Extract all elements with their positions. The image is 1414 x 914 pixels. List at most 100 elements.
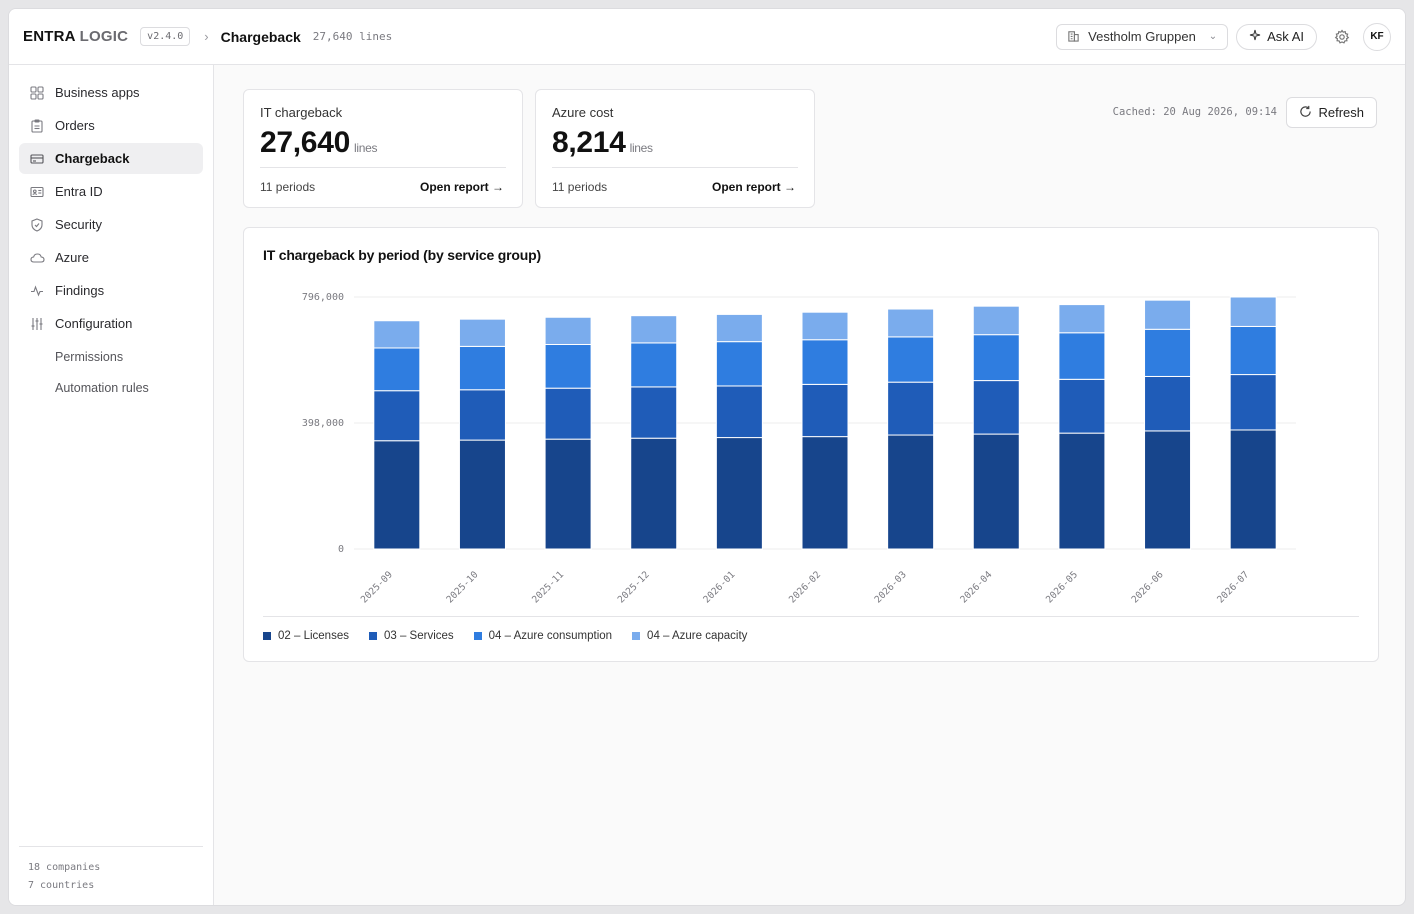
- bar-segment: [458, 318, 506, 347]
- bar-segment: [972, 305, 1020, 336]
- app-window: ENTRA LOGIC v2.4.0 › Chargeback 27,640 li…: [8, 8, 1406, 906]
- x-tick-label: 2026-02: [787, 569, 823, 605]
- x-tick-label: 2025-12: [616, 569, 652, 605]
- bar-segment: [801, 436, 849, 550]
- sidebar-footer: 18 companies 7 countries: [19, 846, 203, 895]
- stat-label: IT chargeback: [260, 105, 343, 120]
- sidebar-item-label: Orders: [55, 118, 95, 133]
- legend-label: 02 – Licenses: [278, 630, 349, 642]
- bar-segment: [1058, 378, 1106, 434]
- version-badge: v2.4.0: [140, 27, 191, 46]
- sidebar-item-azure[interactable]: Azure: [19, 242, 203, 273]
- sidebar-item-orders[interactable]: Orders: [19, 110, 203, 141]
- y-tick-label: 0: [338, 544, 344, 555]
- bar-segment: [544, 316, 592, 345]
- legend-swatch: [632, 632, 641, 640]
- brand-logo[interactable]: ENTRA LOGIC: [23, 28, 128, 45]
- sidebar-item-label: Security: [55, 217, 102, 232]
- stat-card-it-chargeback: IT chargeback 27,640 lines 11 periods Ope…: [243, 89, 523, 208]
- stat-periods: 11 periods: [260, 180, 316, 194]
- refresh-button[interactable]: Refresh: [1286, 97, 1377, 128]
- sidebar-item-label: Azure: [55, 250, 89, 265]
- stat-label: Azure cost: [552, 105, 614, 120]
- ask-ai-button[interactable]: Ask AI: [1236, 23, 1317, 50]
- bar-segment: [715, 313, 763, 343]
- sidebar-item-label: Chargeback: [55, 151, 130, 166]
- bar-segment: [801, 311, 849, 341]
- bar-segment: [630, 386, 678, 439]
- tenant-selector[interactable]: Vestholm Gruppen ⌄: [1056, 23, 1229, 50]
- stat-unit: lines: [629, 141, 653, 155]
- stat-number: 8,214: [552, 126, 626, 159]
- bar-segment: [972, 380, 1020, 435]
- chevron-down-icon: ⌄: [1208, 31, 1218, 42]
- bar-segment: [972, 334, 1020, 382]
- bar-segment: [1144, 375, 1192, 432]
- stacked-bar-chart: 0 398,000 796,000 2025-09 2025-10 2025-11 2025…: [302, 292, 1296, 605]
- card-icon: [29, 151, 45, 167]
- brand-secondary: LOGIC: [79, 28, 129, 45]
- legend-swatch: [263, 632, 271, 640]
- legend-label: 03 – Services: [383, 630, 454, 642]
- grid-icon: [29, 85, 45, 101]
- bar-segment: [715, 385, 763, 439]
- sidebar-item-chargeback[interactable]: Chargeback: [19, 143, 203, 174]
- sidebar-subitem-automation-rules[interactable]: Automation rules: [55, 380, 149, 395]
- x-tick-label: 2026-01: [701, 569, 737, 605]
- legend-item[interactable]: 02 – Licenses: [263, 630, 349, 642]
- bar-segment: [544, 387, 592, 440]
- shield-icon: [29, 217, 45, 233]
- sidebar-item-findings[interactable]: Findings: [19, 275, 203, 306]
- bar-segment: [972, 433, 1020, 550]
- x-tick-label: 2026-03: [873, 569, 909, 605]
- sparkle-icon: [1249, 29, 1261, 44]
- open-report-link[interactable]: Open report →: [711, 180, 796, 194]
- bar-segment: [458, 345, 506, 391]
- cloud-icon: [29, 250, 45, 266]
- chart-legend: 02 – Licenses 03 – Services 04 – Azure con…: [263, 616, 1359, 642]
- x-tick-label: 2026-05: [1044, 569, 1080, 605]
- bar-segment: [1058, 332, 1106, 380]
- sidebar-item-configuration[interactable]: Configuration: [19, 308, 203, 339]
- legend-item[interactable]: 03 – Services: [368, 630, 454, 642]
- id-card-icon: [29, 184, 45, 200]
- legend-item[interactable]: 04 – Azure capacity: [632, 630, 747, 642]
- activity-icon: [29, 283, 45, 299]
- sidebar-item-label: Findings: [55, 283, 105, 298]
- chart-title: IT chargeback by period (by service grou…: [263, 247, 541, 263]
- gear-icon[interactable]: [1329, 24, 1355, 50]
- bar-segment: [458, 439, 506, 550]
- bar-segment: [1144, 299, 1192, 330]
- x-tick-label: 2025-09: [359, 569, 395, 605]
- sidebar-item-entra-id[interactable]: Entra ID: [19, 176, 203, 207]
- bar-segment: [373, 320, 421, 349]
- bar-segment: [887, 434, 935, 550]
- cached-timestamp: Cached: 20 Aug 2026, 09:14: [1112, 106, 1277, 118]
- refresh-label: Refresh: [1318, 105, 1364, 120]
- stat-value: 27,640 lines: [260, 126, 377, 160]
- sidebar-subitem-permissions[interactable]: Permissions: [55, 349, 124, 364]
- sidebar-item-label: Entra ID: [55, 184, 103, 199]
- legend-swatch: [473, 632, 482, 640]
- legend-item[interactable]: 04 – Azure consumption: [473, 630, 612, 642]
- building-icon: [1067, 29, 1080, 45]
- open-report-link[interactable]: Open report →: [419, 180, 504, 194]
- bar-segment: [887, 336, 935, 383]
- sidebar: Business apps Orders Chargeback Entra ID…: [9, 65, 214, 905]
- bar-segment: [1229, 429, 1277, 550]
- main-content: IT chargeback 27,640 lines 11 periods Ope…: [215, 65, 1405, 905]
- stat-divider: [260, 167, 506, 168]
- bar-segment: [801, 383, 849, 438]
- user-avatar[interactable]: KF: [1363, 22, 1391, 51]
- sidebar-item-security[interactable]: Security: [19, 209, 203, 240]
- sidebar-item-business-apps[interactable]: Business apps: [19, 77, 203, 108]
- sidebar-item-label: Configuration: [55, 316, 133, 331]
- bar-segment: [887, 308, 935, 338]
- x-tick-label: 2025-10: [444, 569, 480, 605]
- y-tick-label: 398,000: [302, 418, 344, 429]
- bar-segment: [373, 390, 421, 442]
- x-tick-label: 2026-04: [958, 569, 994, 605]
- stat-unit: lines: [353, 141, 378, 155]
- brand-primary: ENTRA: [23, 28, 76, 45]
- bar-segment: [1144, 430, 1192, 550]
